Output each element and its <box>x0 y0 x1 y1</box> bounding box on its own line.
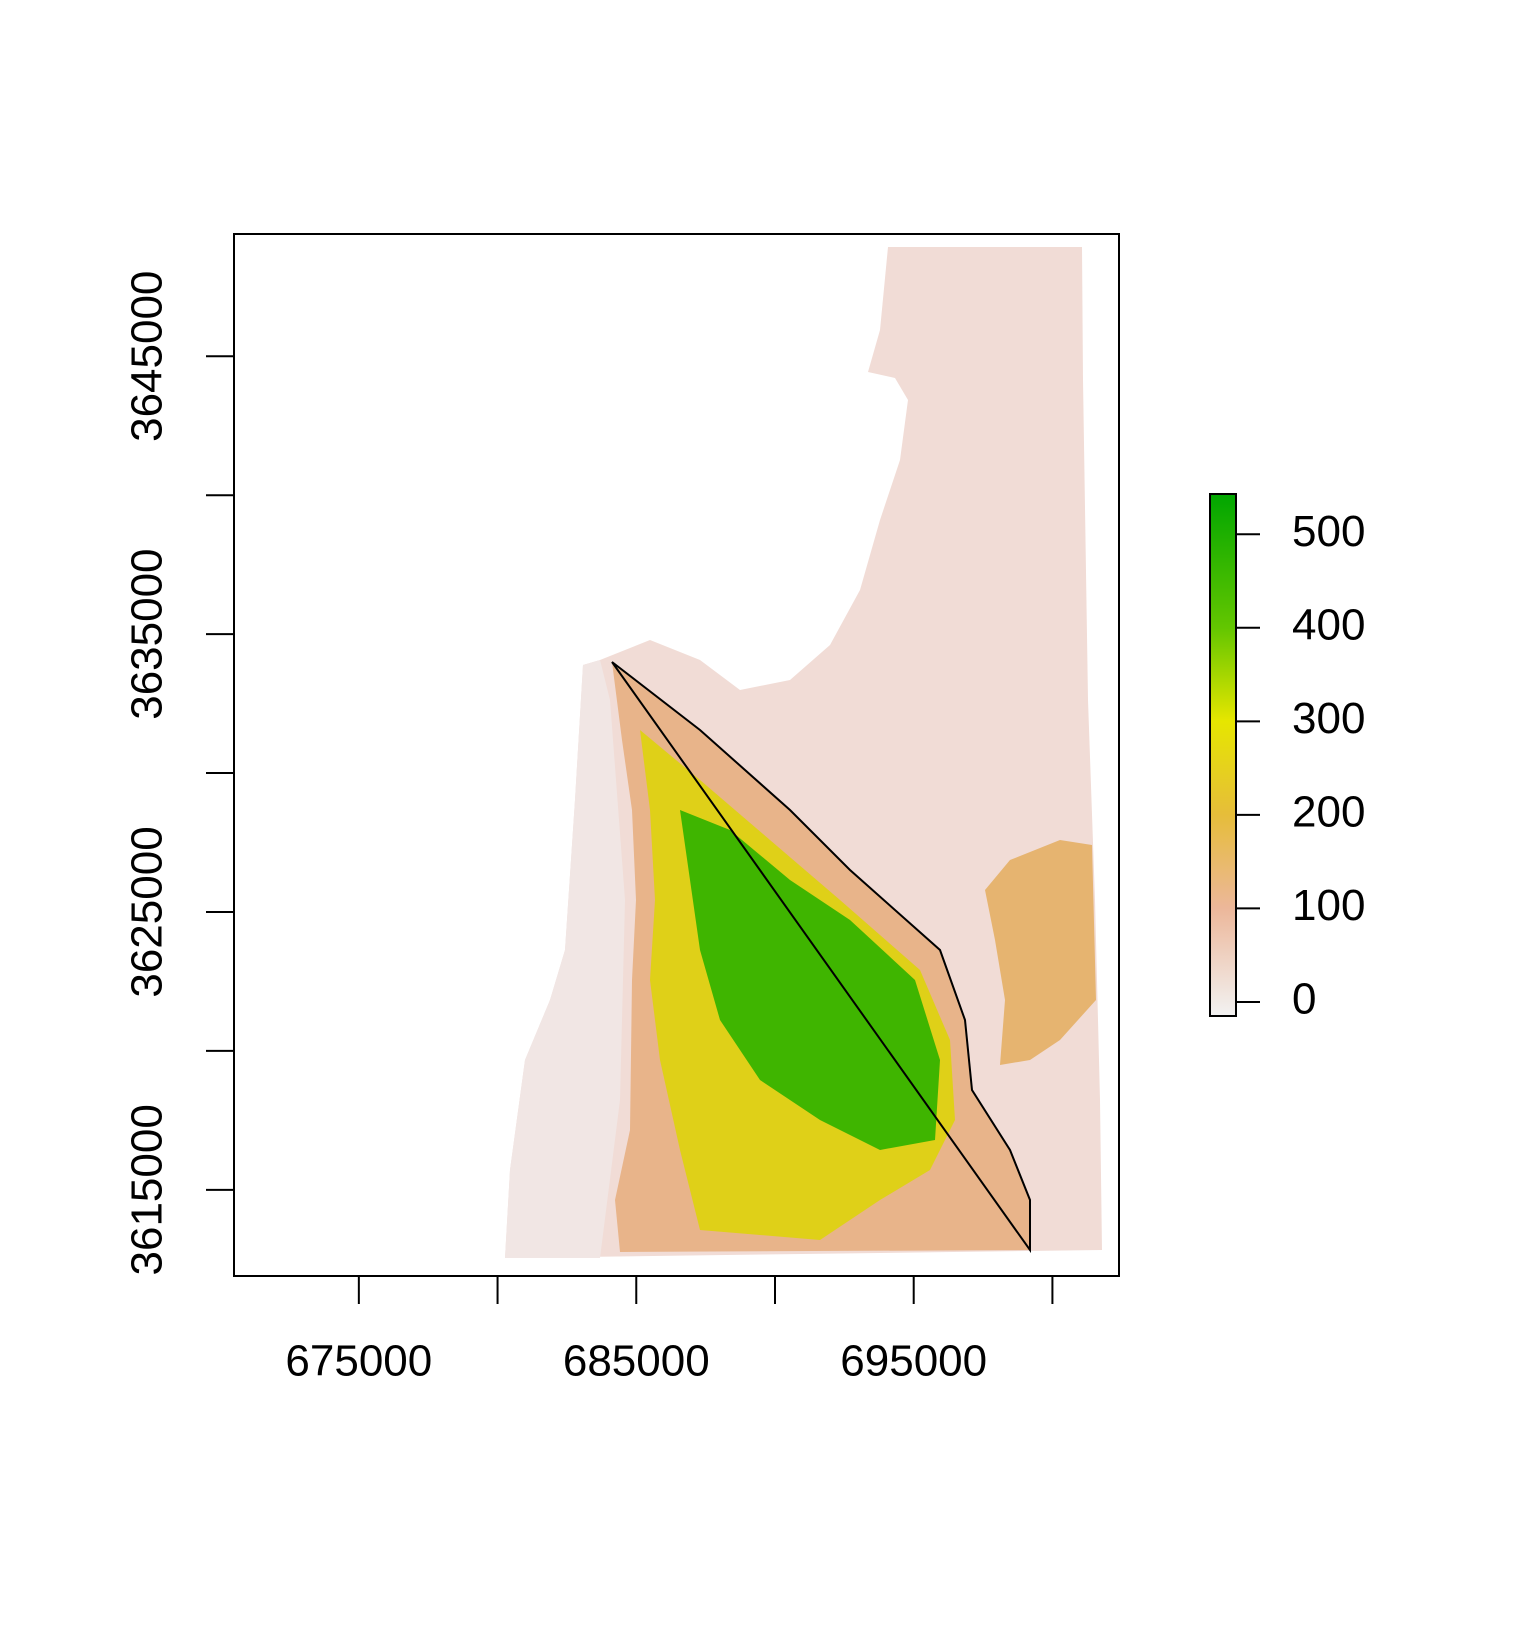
colorbar-tick-label: 200 <box>1292 787 1365 836</box>
x-tick-label: 685000 <box>563 1337 710 1386</box>
plot-frame <box>233 233 1120 1277</box>
x-tick-label: 695000 <box>840 1337 987 1386</box>
y-tick-label: 3625000 <box>123 826 172 997</box>
hills-east <box>985 840 1096 1065</box>
colorbar-tick-label: 500 <box>1292 507 1365 556</box>
colorbar <box>1209 493 1237 1017</box>
colorbar-tick-label: 100 <box>1292 881 1365 930</box>
colorbar-tick-label: 0 <box>1292 975 1316 1024</box>
x-tick-label: 675000 <box>285 1337 432 1386</box>
summit <box>680 810 940 1150</box>
y-tick-label: 3645000 <box>123 271 172 442</box>
colorbar-tick-label: 400 <box>1292 600 1365 649</box>
y-tick-label: 3635000 <box>123 548 172 719</box>
colorbar-tick-label: 300 <box>1292 694 1365 743</box>
lowland <box>505 660 625 1258</box>
summit-contour <box>611 661 1031 1254</box>
terrain <box>505 247 1102 1258</box>
y-tick-label: 3615000 <box>123 1104 172 1275</box>
